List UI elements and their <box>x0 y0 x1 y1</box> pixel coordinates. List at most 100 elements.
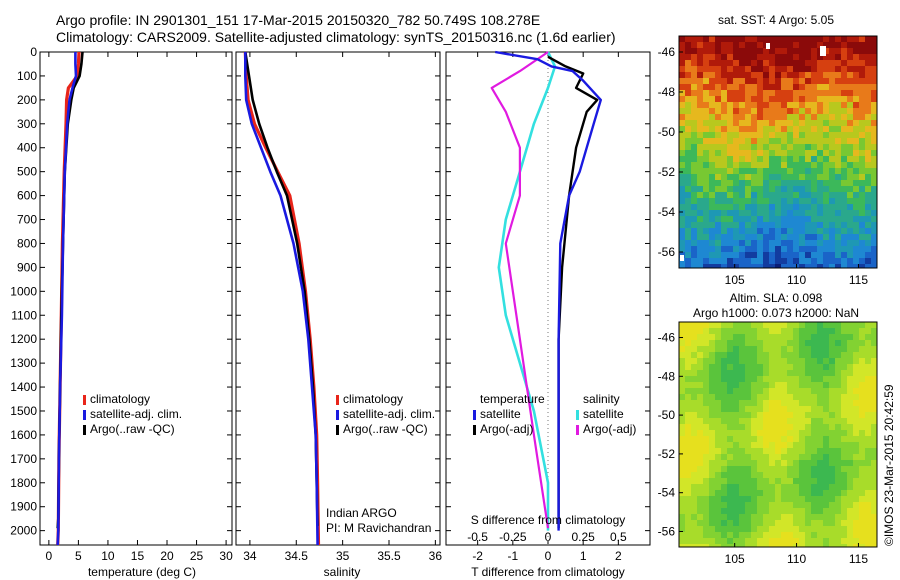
map-cell <box>703 234 710 241</box>
map-cell <box>859 186 866 193</box>
map-cell <box>859 448 866 455</box>
map-cell <box>817 502 824 509</box>
map-cell <box>709 240 716 247</box>
map-cell <box>811 346 818 353</box>
map-cell <box>727 204 734 211</box>
map-cell <box>715 174 722 181</box>
map-cell <box>751 168 758 175</box>
map-cell <box>751 406 758 413</box>
map-cell <box>733 60 740 67</box>
map-cell <box>733 436 740 443</box>
map-cell <box>841 460 848 467</box>
map-cell <box>829 246 836 253</box>
map-cell <box>697 358 704 365</box>
map-cell <box>787 102 794 109</box>
map-cell <box>811 234 818 241</box>
map-cell <box>685 60 692 67</box>
map-cell <box>799 36 806 43</box>
map-cell <box>775 430 782 437</box>
map-cell <box>799 538 806 545</box>
map-cell <box>793 168 800 175</box>
depth-tick-label: 1300 <box>10 356 37 370</box>
map-cell <box>745 544 752 547</box>
map-cell <box>721 424 728 431</box>
map-cell <box>781 204 788 211</box>
map-cell <box>685 490 692 497</box>
map-cell <box>865 484 872 491</box>
map-cell <box>865 406 872 413</box>
map-cell <box>799 204 806 211</box>
map-cell <box>817 228 824 235</box>
map-cell <box>811 454 818 461</box>
map-cell <box>853 526 860 533</box>
map-cell <box>811 66 818 73</box>
map-cell <box>793 496 800 503</box>
map-cell <box>757 210 764 217</box>
map-cell <box>703 114 710 121</box>
map-cell <box>871 460 877 467</box>
map-cell <box>757 448 764 455</box>
map-cell <box>829 258 836 265</box>
map-cell <box>781 508 788 515</box>
map-cell <box>799 186 806 193</box>
map-cell <box>805 222 812 229</box>
map-cell <box>823 352 830 359</box>
map-cell <box>691 406 698 413</box>
map-cell <box>751 436 758 443</box>
map-cell <box>859 198 866 205</box>
map-cell <box>751 210 758 217</box>
map-cell <box>799 168 806 175</box>
map-cell <box>793 532 800 539</box>
map-cell <box>727 156 734 163</box>
map-cell <box>697 234 704 241</box>
map-cell <box>733 108 740 115</box>
map-cell <box>829 84 836 91</box>
map-cell <box>811 532 818 539</box>
map-cell <box>757 340 764 347</box>
map-cell <box>823 436 830 443</box>
map-cell <box>757 36 764 43</box>
map-cell <box>703 322 710 329</box>
legend-swatch <box>83 410 86 420</box>
map-cell <box>805 42 812 49</box>
map-cell <box>685 192 692 199</box>
map-cell <box>847 520 854 527</box>
map-cell <box>703 376 710 383</box>
map-cell <box>775 532 782 539</box>
map-cell <box>709 346 716 353</box>
map-cell <box>721 168 728 175</box>
map-cell <box>697 258 704 265</box>
map-cell <box>835 192 842 199</box>
map-cell <box>739 436 746 443</box>
map-cell <box>757 114 764 121</box>
map-cell <box>703 454 710 461</box>
map-cell <box>853 204 860 211</box>
map-cell <box>865 436 872 443</box>
series-line-climatology <box>243 51 321 546</box>
map-cell <box>811 216 818 223</box>
map-cell <box>841 520 848 527</box>
map-cell <box>847 174 854 181</box>
map-cell <box>721 514 728 521</box>
map-cell <box>817 204 824 211</box>
map-cell <box>739 490 746 497</box>
map-cell <box>781 180 788 187</box>
map-cell <box>775 180 782 187</box>
map-cell <box>769 66 776 73</box>
map-cell <box>871 162 877 169</box>
map-cell <box>805 234 812 241</box>
map-cell <box>847 436 854 443</box>
map-cell <box>769 138 776 145</box>
map-cell <box>787 162 794 169</box>
map-cell <box>817 210 824 217</box>
map-cell <box>685 394 692 401</box>
depth-tick-label: 700 <box>17 213 37 227</box>
map-cell <box>835 364 842 371</box>
map-cell <box>859 394 866 401</box>
map-cell <box>751 114 758 121</box>
map-cell <box>733 192 740 199</box>
map-cell <box>835 424 842 431</box>
map-cell <box>709 544 716 547</box>
map-cell <box>787 388 794 395</box>
map-cell <box>697 204 704 211</box>
